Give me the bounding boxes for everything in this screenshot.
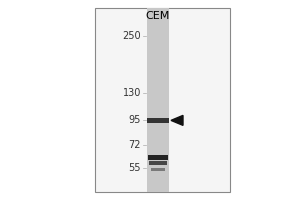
Text: 130: 130 <box>123 88 141 98</box>
Text: 72: 72 <box>128 140 141 150</box>
Bar <box>147 8 169 192</box>
Bar <box>149 161 167 165</box>
Polygon shape <box>171 115 183 125</box>
Bar <box>152 168 165 171</box>
Text: 250: 250 <box>122 31 141 41</box>
Bar <box>147 118 169 123</box>
Text: 95: 95 <box>129 115 141 125</box>
Text: CEM: CEM <box>146 11 170 21</box>
Bar <box>95 8 230 192</box>
Bar <box>148 155 168 160</box>
Text: 55: 55 <box>128 163 141 173</box>
